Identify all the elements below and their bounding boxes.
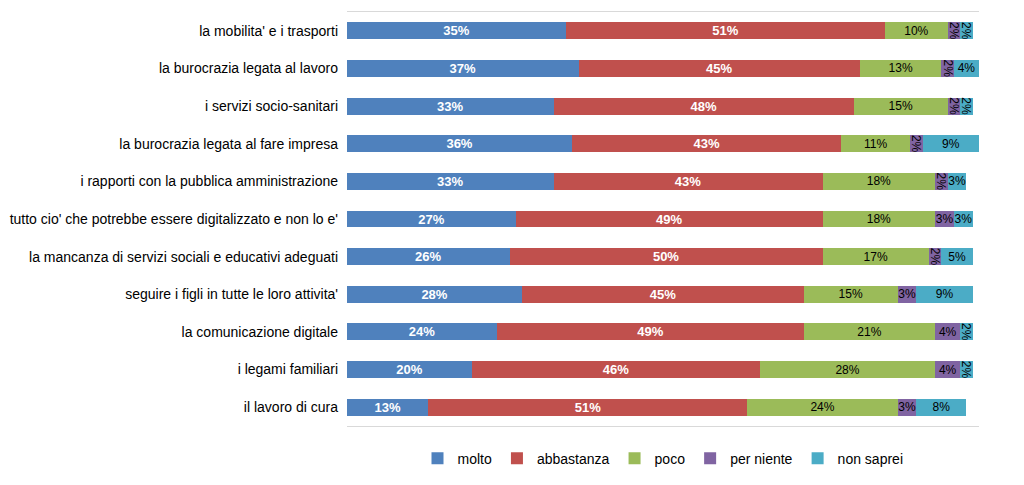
svg-text:2%: 2% [959,361,973,379]
svg-text:49%: 49% [656,212,682,227]
svg-text:4%: 4% [939,363,957,377]
svg-text:per niente: per niente [730,451,792,467]
svg-text:2%: 2% [959,97,973,115]
svg-text:5%: 5% [948,250,966,264]
svg-text:46%: 46% [603,362,629,377]
svg-text:43%: 43% [675,174,701,189]
svg-text:28%: 28% [835,363,859,377]
svg-text:la mobilita' e i trasporti: la mobilita' e i trasporti [199,23,338,39]
svg-text:2%: 2% [928,248,942,266]
svg-text:35%: 35% [443,23,469,38]
svg-text:51%: 51% [712,23,738,38]
svg-text:33%: 33% [437,174,463,189]
svg-text:13%: 13% [889,61,913,75]
svg-text:11%: 11% [864,137,887,151]
svg-text:18%: 18% [867,212,891,226]
svg-text:3%: 3% [948,174,966,188]
svg-text:24%: 24% [810,400,834,414]
svg-text:18%: 18% [867,174,891,188]
svg-text:49%: 49% [637,324,663,339]
svg-text:non saprei: non saprei [838,451,903,467]
svg-text:9%: 9% [936,287,954,301]
svg-text:i rapporti con la pubblica amm: i rapporti con la pubblica amministrazio… [80,173,338,189]
svg-text:2%: 2% [947,22,961,40]
svg-text:2%: 2% [941,60,955,78]
svg-text:2%: 2% [947,97,961,115]
svg-text:la burocrazia legata al fare i: la burocrazia legata al fare impresa [119,136,338,152]
svg-text:27%: 27% [418,212,444,227]
svg-text:45%: 45% [706,61,732,76]
svg-text:tutto cio' che potrebbe essere: tutto cio' che potrebbe essere digitaliz… [10,211,338,227]
svg-text:36%: 36% [446,136,472,151]
svg-text:4%: 4% [939,325,957,339]
svg-text:3%: 3% [936,212,954,226]
svg-text:17%: 17% [864,250,888,264]
svg-text:3%: 3% [898,400,916,414]
svg-text:28%: 28% [421,287,447,302]
svg-text:13%: 13% [374,400,400,415]
svg-text:la comunicazione digitale: la comunicazione digitale [182,324,339,340]
svg-text:15%: 15% [889,99,913,113]
svg-text:la burocrazia legata al lavoro: la burocrazia legata al lavoro [159,60,338,76]
svg-text:seguire i figli in tutte le lo: seguire i figli in tutte le loro attivit… [125,286,338,302]
svg-text:2%: 2% [959,22,973,40]
svg-text:il lavoro di cura: il lavoro di cura [244,399,338,415]
svg-text:10%: 10% [904,24,928,38]
svg-text:i legami familiari: i legami familiari [238,361,338,377]
svg-text:48%: 48% [690,99,716,114]
svg-text:molto: molto [458,451,492,467]
svg-text:2%: 2% [934,173,948,191]
svg-text:43%: 43% [694,136,720,151]
svg-text:24%: 24% [409,324,435,339]
svg-text:8%: 8% [933,400,951,414]
svg-text:2%: 2% [959,323,973,341]
svg-text:abbastanza: abbastanza [537,451,610,467]
svg-text:9%: 9% [942,137,960,151]
svg-text:3%: 3% [898,287,916,301]
svg-text:i servizi socio-sanitari: i servizi socio-sanitari [205,98,338,114]
svg-text:poco: poco [655,451,686,467]
svg-text:26%: 26% [415,249,441,264]
svg-text:45%: 45% [650,287,676,302]
svg-text:2%: 2% [909,135,923,153]
svg-text:4%: 4% [958,61,976,75]
svg-text:la mancanza di servizi sociali: la mancanza di servizi sociali e educati… [29,249,338,265]
svg-text:50%: 50% [653,249,679,264]
svg-text:15%: 15% [839,287,863,301]
svg-text:3%: 3% [955,212,973,226]
svg-text:51%: 51% [575,400,601,415]
svg-text:33%: 33% [437,99,463,114]
svg-text:37%: 37% [450,61,476,76]
svg-text:20%: 20% [396,362,422,377]
svg-text:21%: 21% [857,325,881,339]
